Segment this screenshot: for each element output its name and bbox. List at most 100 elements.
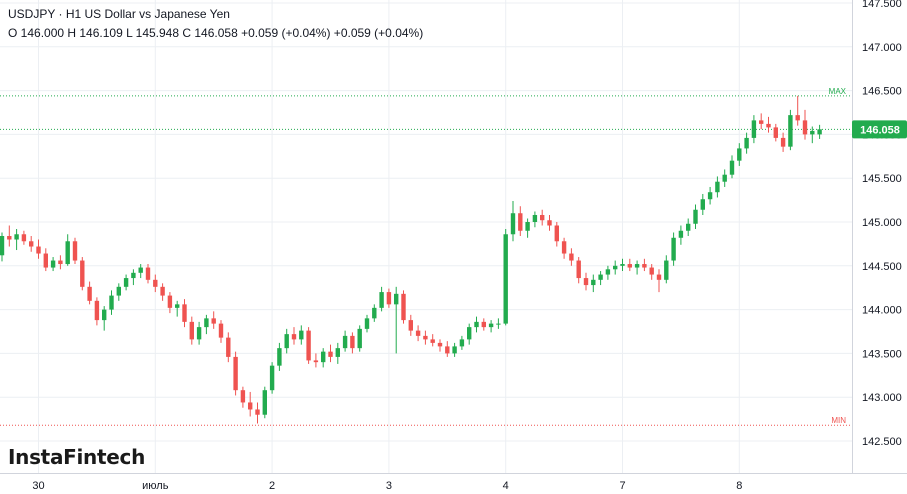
candle xyxy=(437,339,443,352)
candle xyxy=(481,318,486,331)
candle xyxy=(379,286,384,312)
candle-body xyxy=(503,234,508,324)
candle xyxy=(715,176,720,198)
price-tick-label: 144.000 xyxy=(862,305,902,317)
candle-body xyxy=(204,318,209,328)
candle xyxy=(153,274,158,293)
candle-body xyxy=(613,265,618,270)
candle-body xyxy=(459,339,465,347)
candle-body xyxy=(518,213,523,231)
candle xyxy=(693,204,698,230)
candle xyxy=(218,320,224,343)
candle-body xyxy=(788,115,793,147)
candle-body xyxy=(123,278,129,287)
candle xyxy=(138,264,143,279)
candle xyxy=(729,155,735,179)
candle-body xyxy=(109,295,114,310)
candle xyxy=(700,193,705,215)
candle-body xyxy=(50,260,56,268)
candle xyxy=(576,257,581,284)
candle-body xyxy=(649,267,654,275)
candle xyxy=(788,109,793,151)
candle-body xyxy=(364,318,370,329)
candle-body xyxy=(634,264,640,268)
candle-body xyxy=(167,295,173,308)
candle xyxy=(321,348,326,368)
candle xyxy=(233,351,238,396)
price-tick-label: 142.500 xyxy=(862,436,902,448)
candle xyxy=(14,229,19,251)
candle-body xyxy=(408,320,413,331)
candle-body xyxy=(306,330,311,361)
candle-body xyxy=(576,260,581,279)
candle-body xyxy=(532,214,538,222)
candle-body xyxy=(481,321,486,328)
candle xyxy=(43,248,48,272)
candle-body xyxy=(29,241,34,247)
candle-body xyxy=(394,293,399,305)
candle xyxy=(817,124,822,139)
candle-body xyxy=(313,360,319,363)
price-tick-label: 147.500 xyxy=(862,0,902,10)
candle-body xyxy=(605,269,611,275)
candle xyxy=(613,260,618,275)
candle-body xyxy=(0,236,5,256)
time-tick-label: 30 xyxy=(32,480,44,492)
candle xyxy=(766,116,771,133)
candle-body xyxy=(751,120,757,138)
candle xyxy=(116,283,121,301)
candle-body xyxy=(583,278,589,286)
candle-body xyxy=(540,214,545,221)
ohlc-legend: O 146.000 H 146.109 L 145.948 C 146.058 … xyxy=(8,26,424,40)
candle-body xyxy=(810,130,815,135)
candle xyxy=(80,257,85,291)
candle-body xyxy=(744,137,749,149)
price-tick-label: 146.500 xyxy=(862,86,902,98)
candle xyxy=(540,209,545,226)
price-tick-label: 143.500 xyxy=(862,348,902,360)
candle xyxy=(401,290,406,324)
candle-body xyxy=(335,348,340,357)
candle-body xyxy=(715,181,720,193)
candle-body xyxy=(102,309,107,321)
candle xyxy=(313,353,319,368)
candle xyxy=(598,271,603,286)
candle-body xyxy=(182,304,187,322)
candle-body xyxy=(474,321,479,328)
candle-body xyxy=(94,300,100,321)
candle-body xyxy=(423,335,428,340)
candle-body xyxy=(693,209,698,224)
candle-body xyxy=(80,260,85,287)
candle xyxy=(364,314,370,333)
candle-body xyxy=(642,264,647,268)
price-axis[interactable]: 147.500147.000146.500146.000145.500145.0… xyxy=(862,0,902,448)
price-tick-label: 145.000 xyxy=(862,217,902,229)
candle xyxy=(123,274,129,291)
candle-body xyxy=(627,264,632,268)
candle xyxy=(182,299,187,328)
candle-body xyxy=(415,330,421,336)
candle xyxy=(554,222,559,247)
candle-body xyxy=(189,321,194,340)
time-axis[interactable]: 30 июль 2 3 4 7 8 xyxy=(32,480,742,492)
candle-body xyxy=(145,267,151,280)
candle xyxy=(109,290,114,315)
candle xyxy=(656,269,662,293)
candle-body xyxy=(737,148,742,161)
candle xyxy=(664,255,669,284)
candle xyxy=(204,314,209,335)
candle-body xyxy=(780,137,786,147)
candle xyxy=(357,325,362,352)
candle xyxy=(751,115,757,144)
candle xyxy=(342,330,348,352)
candle xyxy=(423,330,428,345)
candle-body xyxy=(255,409,260,415)
candle-body xyxy=(452,346,457,354)
brand-logo: InstaFintech xyxy=(8,445,146,469)
candle xyxy=(386,288,392,308)
candle-body xyxy=(14,234,19,240)
candle xyxy=(7,225,12,247)
candle-body xyxy=(43,253,48,268)
candle xyxy=(547,214,552,231)
